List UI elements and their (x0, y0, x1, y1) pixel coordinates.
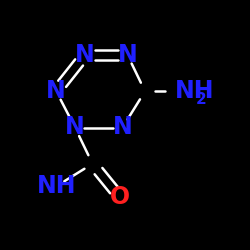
Text: NH: NH (175, 79, 214, 103)
Text: N: N (46, 79, 66, 103)
Text: N: N (75, 43, 95, 67)
Text: O: O (110, 186, 130, 210)
Text: 2: 2 (196, 92, 207, 108)
Text: N: N (65, 116, 85, 140)
Text: N: N (118, 43, 138, 67)
Text: NH: NH (36, 174, 76, 198)
Text: N: N (112, 116, 132, 140)
